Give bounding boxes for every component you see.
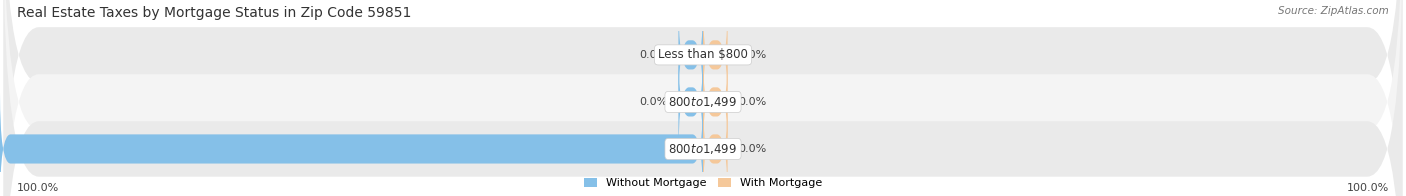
Text: 0.0%: 0.0% [640, 97, 668, 107]
Text: 0.0%: 0.0% [640, 50, 668, 60]
FancyBboxPatch shape [678, 46, 703, 158]
Text: 0.0%: 0.0% [738, 97, 766, 107]
FancyBboxPatch shape [3, 0, 1403, 196]
Text: Source: ZipAtlas.com: Source: ZipAtlas.com [1278, 6, 1389, 16]
Text: 100.0%: 100.0% [17, 183, 59, 193]
FancyBboxPatch shape [3, 0, 1403, 196]
Legend: Without Mortgage, With Mortgage: Without Mortgage, With Mortgage [583, 178, 823, 189]
Text: 100.0%: 100.0% [1347, 183, 1389, 193]
Text: Less than $800: Less than $800 [658, 48, 748, 61]
Text: 0.0%: 0.0% [738, 50, 766, 60]
Text: $800 to $1,499: $800 to $1,499 [668, 142, 738, 156]
FancyBboxPatch shape [703, 93, 728, 196]
Text: $800 to $1,499: $800 to $1,499 [668, 95, 738, 109]
FancyBboxPatch shape [703, 0, 728, 111]
FancyBboxPatch shape [703, 46, 728, 158]
Text: 0.0%: 0.0% [738, 144, 766, 154]
Text: Real Estate Taxes by Mortgage Status in Zip Code 59851: Real Estate Taxes by Mortgage Status in … [17, 6, 411, 20]
FancyBboxPatch shape [678, 0, 703, 111]
FancyBboxPatch shape [0, 93, 703, 196]
FancyBboxPatch shape [3, 0, 1403, 196]
